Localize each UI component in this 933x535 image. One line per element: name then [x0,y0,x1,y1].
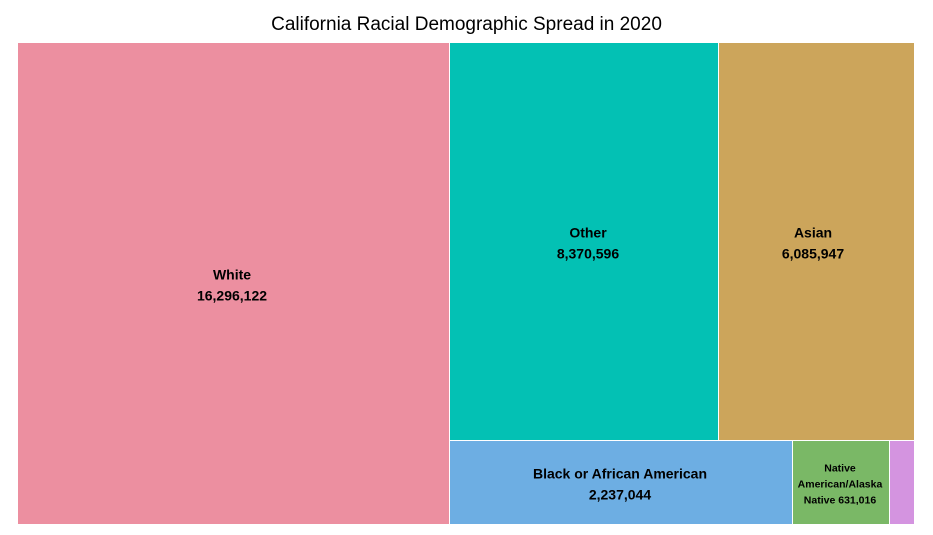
treemap-tile-other [450,43,718,440]
treemap-label-line: 6,085,947 [782,245,844,261]
treemap-label-line: Native 631,016 [804,495,877,507]
treemap-label-line: Native [824,463,856,475]
treemap-label-white: White 16,296,122 [197,266,267,303]
treemap-tile-native-american-alaska-native [793,441,889,524]
treemap-tile-unlabeled [890,441,914,524]
treemap-label-asian: Asian 6,085,947 [782,224,844,261]
treemap-label-line: Other [569,224,607,240]
treemap-label-black-or-african-american: Black or African American 2,237,044 [533,465,707,502]
treemap-tile-asian [719,43,914,440]
treemap-tile-white [18,43,449,524]
treemap-label-line: American/Alaska [798,479,883,491]
treemap-label-line: Asian [794,224,832,240]
treemap-tile-black-or-african-american [450,441,792,524]
treemap-label-line: White [213,266,251,282]
treemap-label-native-american-alaska-native: Native American/Alaska Native 631,016 [798,463,883,507]
treemap-label-line: Black or African American [533,465,707,481]
treemap-label-line: 16,296,122 [197,287,267,303]
treemap-label-line: 2,237,044 [589,486,651,502]
chart-title: California Racial Demographic Spread in … [271,14,662,35]
treemap-label-other: Other 8,370,596 [557,224,619,261]
treemap-label-line: 8,370,596 [557,245,619,261]
